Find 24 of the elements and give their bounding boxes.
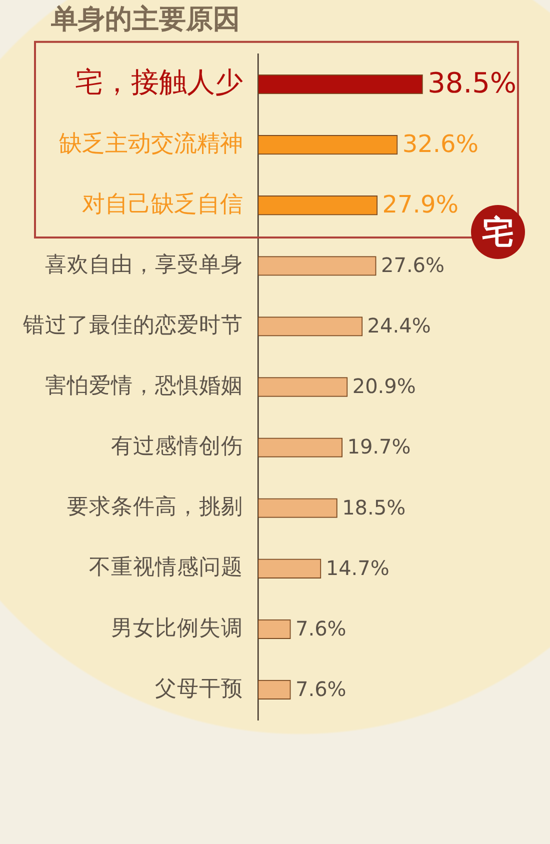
data-label: 20.9% — [352, 374, 416, 398]
y-tick-label: 错过了最佳的恋爱时节 — [22, 313, 243, 338]
data-label: 14.7% — [326, 556, 390, 580]
y-tick-label: 宅，接触人少 — [75, 66, 243, 99]
data-label: 18.5% — [342, 495, 406, 520]
y-tick-label: 害怕爱情，恐惧婚姻 — [45, 374, 243, 399]
y-tick-label: 缺乏主动交流精神 — [59, 130, 243, 157]
y-tick-label: 有过感情创伤 — [111, 434, 243, 460]
y-tick-label: 要求条件高，挑剔 — [67, 494, 243, 520]
y-tick-label: 对自己缺乏自信 — [82, 191, 243, 218]
data-label: 38.5% — [428, 66, 517, 100]
data-label: 27.9% — [382, 190, 459, 219]
data-label: 7.6% — [295, 616, 346, 640]
chart-title: 单身的主要原因 — [51, 4, 240, 35]
y-tick-label: 父母干预 — [155, 676, 243, 702]
data-label: 24.4% — [367, 314, 431, 338]
y-tick-label: 不重视情感问题 — [89, 555, 243, 580]
y-tick-label: 男女比例失调 — [111, 616, 243, 641]
round-badge: 宅 — [471, 205, 525, 260]
y-tick-label: 喜欢自由，享受单身 — [45, 252, 243, 278]
data-label: 19.7% — [347, 434, 411, 459]
data-label: 27.6% — [380, 253, 445, 278]
data-label: 32.6% — [402, 130, 479, 158]
data-label: 7.6% — [295, 676, 346, 701]
